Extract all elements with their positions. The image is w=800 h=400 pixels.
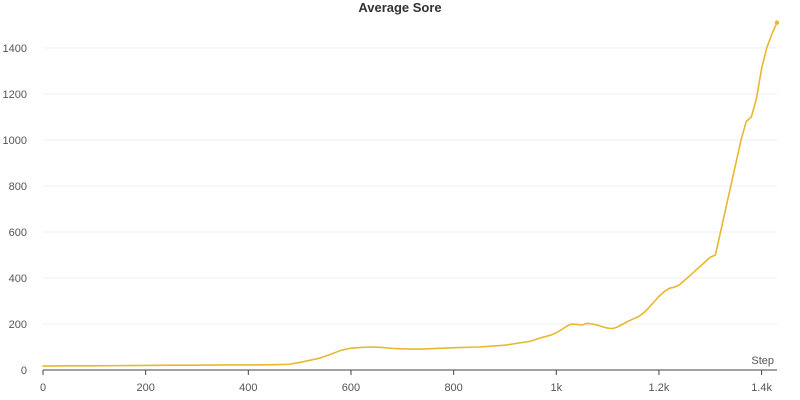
y-tick-label: 1400: [3, 43, 27, 55]
series-line-0: [42, 21, 778, 367]
x-axis-label: Step: [751, 355, 774, 367]
y-tick-label: 1200: [3, 89, 27, 101]
series-layer: [42, 20, 780, 367]
x-tick-label: 0: [40, 382, 46, 394]
x-tick-label: 400: [239, 382, 257, 394]
y-tick-label: 800: [9, 181, 27, 193]
chart-title: Average Sore: [358, 0, 441, 15]
y-tick-label: 1000: [3, 135, 27, 147]
y-tick-label: 600: [9, 227, 27, 239]
x-tick-label: 1.2k: [649, 382, 670, 394]
y-tick-label: 400: [9, 273, 27, 285]
x-tick-label: 800: [444, 382, 462, 394]
x-tick-label: 200: [136, 382, 154, 394]
series-end-point: [774, 20, 780, 25]
grid-lines: [43, 47, 777, 325]
x-tick-label: 1k: [550, 382, 562, 394]
x-tick-label: 1.4k: [751, 382, 772, 394]
y-tick-label: 200: [9, 319, 27, 331]
y-tick-label: 0: [21, 365, 27, 377]
axes: [42, 369, 777, 375]
labels: Average Sore Step 0 200 400 600 800 1000 1200 1…: [3, 0, 774, 394]
x-tick-label: 600: [342, 382, 360, 394]
